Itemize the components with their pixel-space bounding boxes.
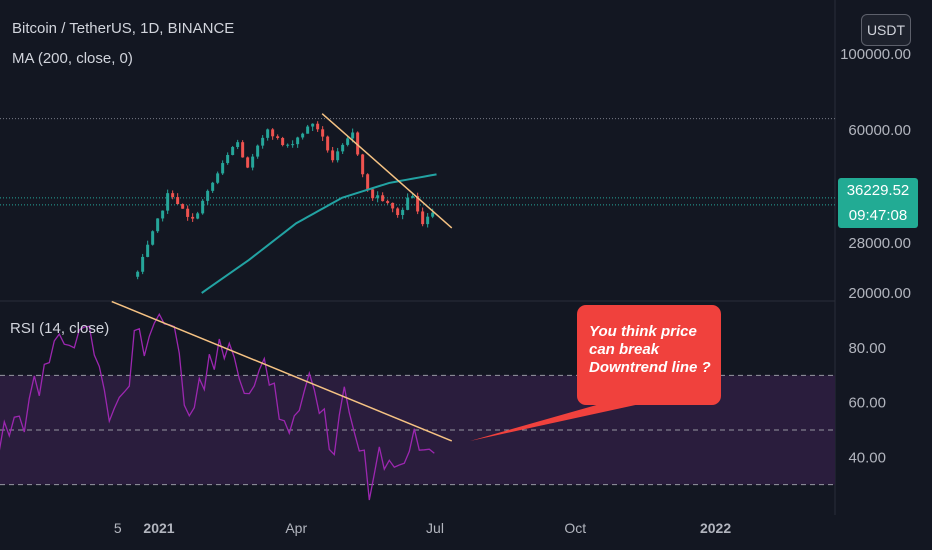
candle-body xyxy=(196,213,200,219)
candle-body xyxy=(191,216,195,219)
candle-body xyxy=(201,200,205,214)
candle-body xyxy=(411,196,415,198)
candle-body xyxy=(321,129,325,137)
candle-body xyxy=(156,218,160,232)
candle-body xyxy=(376,195,380,199)
candle-body xyxy=(161,210,165,219)
x-tick-label: 2022 xyxy=(700,520,731,536)
candle-body xyxy=(421,211,425,225)
rsi-axis-label: 40.00 xyxy=(848,449,886,466)
candle-body xyxy=(371,189,375,199)
candles xyxy=(136,121,435,280)
candle-body xyxy=(221,163,225,174)
bar-countdown-badge: 09:47:08 xyxy=(838,204,918,228)
candle-body xyxy=(281,138,285,146)
candle-body xyxy=(316,123,320,130)
candle-body xyxy=(291,144,295,146)
rsi-downtrend-line xyxy=(111,300,453,442)
x-tick-label: 2021 xyxy=(143,520,174,536)
candle-body xyxy=(301,133,305,138)
ma200-line xyxy=(201,173,437,294)
candle-body xyxy=(306,126,310,134)
candle-body xyxy=(141,256,145,272)
candle-body xyxy=(381,195,385,202)
candle-body xyxy=(181,204,185,209)
candle-body xyxy=(206,190,210,201)
candle-body xyxy=(171,193,175,198)
x-tick-label: Apr xyxy=(285,520,307,536)
rsi-line xyxy=(0,312,435,501)
candle-body xyxy=(166,193,170,211)
candle-body xyxy=(426,216,430,225)
candle-body xyxy=(211,182,215,191)
price-axis-label: 20000.00 xyxy=(848,285,911,302)
candle-body xyxy=(271,129,275,137)
candle-body xyxy=(366,174,370,190)
candle-body xyxy=(336,151,340,161)
candle-body xyxy=(326,136,330,151)
candle-body xyxy=(296,137,300,145)
candle-body xyxy=(236,142,240,148)
candle-body xyxy=(386,201,390,203)
x-tick-label: 5 xyxy=(114,520,122,536)
candle-body xyxy=(276,136,280,139)
candle-body xyxy=(261,137,265,146)
candle-body xyxy=(391,202,395,209)
candle-body xyxy=(341,144,345,152)
callout-line: You think price xyxy=(589,323,697,340)
candle-body xyxy=(146,244,150,257)
candle-body xyxy=(311,123,315,127)
x-tick-label: Oct xyxy=(564,520,586,536)
candle-body xyxy=(186,208,190,217)
price-axis-label: 60000.00 xyxy=(848,122,911,139)
candle-body xyxy=(151,231,155,245)
currency-button[interactable]: USDT xyxy=(861,14,911,46)
candle-body xyxy=(361,154,365,175)
candle-body xyxy=(241,142,245,158)
rsi-axis-label: 60.00 xyxy=(848,395,886,412)
candle-body xyxy=(416,196,420,212)
candle-body xyxy=(226,154,230,164)
candle-body xyxy=(331,150,335,161)
rsi-axis-label: 80.00 xyxy=(848,340,886,357)
candle-body xyxy=(351,132,355,139)
candle-body xyxy=(251,156,255,168)
candle-body xyxy=(346,138,350,145)
candle-body xyxy=(246,157,250,168)
chart-title: Bitcoin / TetherUS, 1D, BINANCE xyxy=(12,20,235,37)
candle-body xyxy=(266,129,270,138)
x-tick-label: Jul xyxy=(426,520,444,536)
callout-box: You think price can break Downtrend line… xyxy=(577,305,721,405)
callout-line: Downtrend line ? xyxy=(589,359,711,376)
candle-body xyxy=(231,147,235,155)
candle-body xyxy=(356,132,360,155)
candle-body xyxy=(286,144,290,146)
callout-line: can break xyxy=(589,341,660,358)
candle-body xyxy=(136,271,140,277)
ma-legend: MA (200, close, 0) xyxy=(12,50,133,67)
rsi-legend: RSI (14, close) xyxy=(10,320,110,337)
candle-body xyxy=(401,209,405,216)
candle-body xyxy=(431,212,435,217)
last-price-badge: 36229.52 xyxy=(838,178,918,204)
price-axis-label: 28000.00 xyxy=(848,235,911,252)
candle-body xyxy=(406,197,410,210)
callout-pointer xyxy=(470,404,640,441)
price-axis-label: 100000.00 xyxy=(840,46,911,63)
candle-body xyxy=(216,173,220,183)
price-downtrend-line xyxy=(321,113,453,229)
candle-body xyxy=(256,145,260,157)
candle-body xyxy=(396,208,400,216)
candle-body xyxy=(176,197,180,205)
